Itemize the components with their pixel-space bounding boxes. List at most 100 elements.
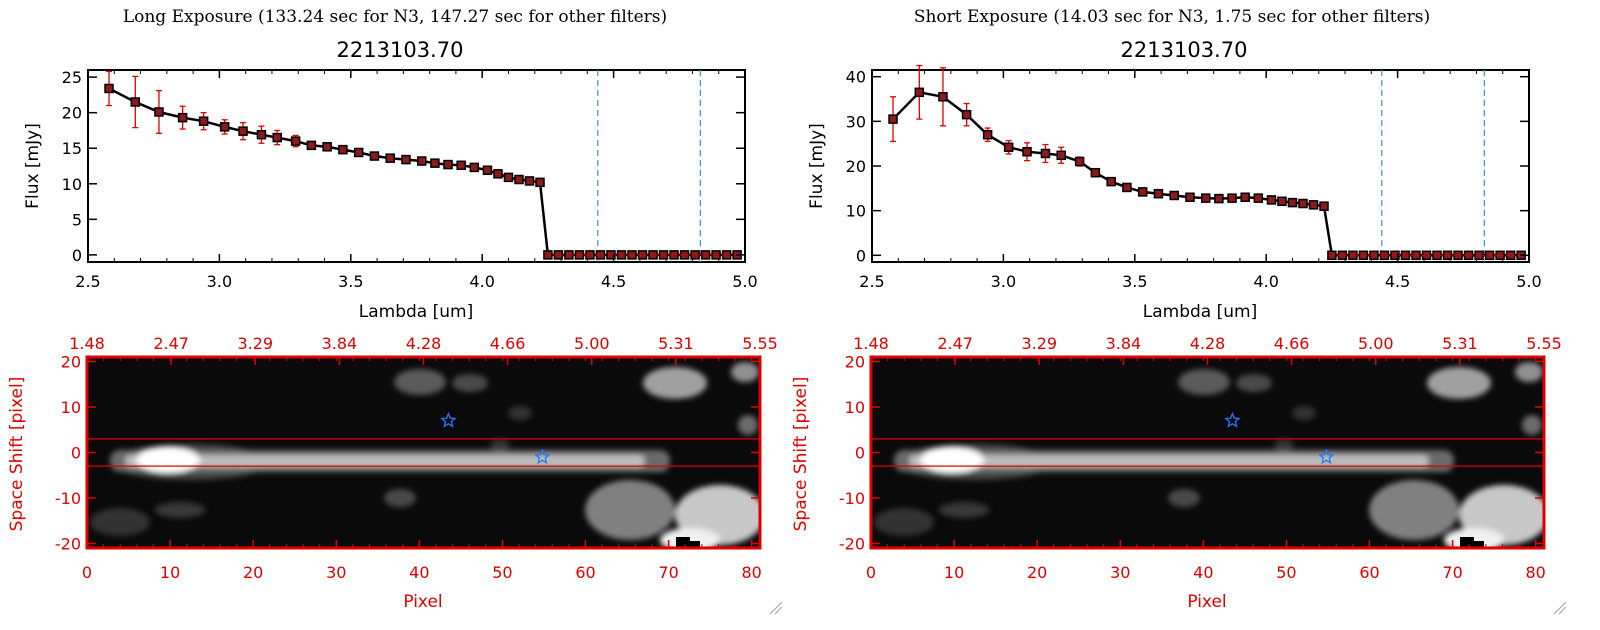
dead-pixels (1472, 541, 1484, 548)
data-point (938, 92, 948, 102)
image-blob (1369, 480, 1459, 540)
data-point (1227, 193, 1237, 203)
image-y-label: Space Shift [pixel] (791, 377, 811, 532)
y-tick-label: 10 (846, 202, 866, 221)
x-tick-label: 2.5 (859, 272, 884, 291)
data-point (430, 158, 440, 168)
slit-image: 0 10 20 30 40 50 60 70 80 -20 -10 0 10 20 1.48 2.47 3.… (7, 334, 778, 612)
data-point (961, 109, 972, 120)
x-ticks: 2.5 3.0 3.5 4.0 4.5 5.0 (859, 70, 1542, 291)
data-point (1277, 196, 1287, 207)
data-point (177, 112, 188, 123)
y-tick-label: 0 (72, 246, 82, 265)
image-x-tick-label: 20 (243, 563, 263, 582)
panel-header: Long Exposure (133.24 sec for N3, 147.27… (123, 7, 667, 27)
data-point (1319, 201, 1329, 211)
image-y-tick-label: 0 (855, 444, 865, 463)
data-point (1153, 188, 1164, 199)
source-core (136, 447, 200, 473)
image-x-tick-label: 60 (1359, 563, 1379, 582)
y-ticks: 0 10 20 30 40 (846, 68, 1529, 265)
data-point (238, 126, 248, 136)
image-blob (1515, 362, 1543, 382)
image-blob (384, 489, 416, 507)
dead-pixels (688, 541, 700, 548)
vlines (1381, 70, 1485, 262)
data-point (535, 177, 545, 188)
markers (104, 83, 745, 260)
data-point (417, 156, 427, 166)
image-blob (452, 374, 488, 392)
y-axis-label: Flux [mJy] (807, 123, 827, 209)
image-x-tick-label: 30 (1110, 563, 1130, 582)
image-top-tick-label: 2.47 (937, 334, 973, 353)
slit-image: 0 10 20 30 40 50 60 70 80 -20 -10 0 10 20 1.48 2.47 3.… (791, 334, 1562, 612)
image-y-tick-label: 20 (845, 353, 865, 372)
y-ticks: 0 5 10 15 20 25 (62, 68, 745, 265)
image-top-tick-label: 5.55 (742, 334, 778, 353)
resize-grip-icon[interactable] (769, 601, 783, 615)
image-x-label: Pixel (1187, 592, 1226, 612)
image-y-tick-label: -10 (839, 489, 865, 508)
data-point (1022, 146, 1032, 157)
image-y-tick-label: 0 (71, 444, 81, 463)
plot-frame (871, 69, 1530, 263)
image-blobs (90, 362, 760, 548)
data-point (493, 169, 503, 179)
data-point (914, 87, 925, 98)
data-point (482, 165, 493, 176)
image-top-tick-label: 4.66 (1274, 334, 1310, 353)
slit-lines (87, 438, 760, 467)
image-blob (731, 362, 759, 382)
marker-stars (440, 412, 551, 465)
image-top-tick-label: 3.29 (237, 334, 273, 353)
x-tick-label: 4.0 (1253, 272, 1278, 291)
data-point (503, 172, 514, 183)
data-point (322, 142, 332, 152)
image-x-tick-label: 40 (409, 563, 429, 582)
image-blob (643, 367, 707, 399)
data-point (469, 162, 480, 173)
image-top-tick-label: 3.29 (1021, 334, 1057, 353)
series-line (892, 90, 1522, 257)
image-top-tick-label: 5.00 (574, 334, 610, 353)
image-left-ticks: -20 -10 0 10 20 (55, 353, 760, 553)
image-blob (939, 502, 989, 518)
y-axis-label: Flux [mJy] (23, 123, 43, 209)
image-x-tick-label: 70 (1442, 563, 1462, 582)
data-point (1266, 195, 1277, 205)
image-top-tick-label: 2.47 (153, 334, 189, 353)
plot-frame (87, 69, 746, 263)
data-point (385, 153, 395, 163)
data-point (1201, 193, 1211, 203)
y-tick-label: 20 (62, 104, 82, 123)
image-blob (1427, 367, 1491, 399)
data-point (1056, 150, 1066, 161)
y-tick-label: 40 (846, 68, 866, 87)
data-point (456, 160, 466, 171)
data-point (401, 154, 411, 165)
panel-long-exposure: Long Exposure (133.24 sec for N3, 147.27… (7, 7, 778, 612)
image-x-tick-label: 20 (1027, 563, 1047, 582)
x-tick-label: 4.5 (1385, 272, 1410, 291)
data-point (272, 132, 282, 143)
image-y-tick-label: 20 (61, 353, 81, 372)
image-blob (1522, 415, 1542, 435)
x-tick-label: 4.0 (469, 272, 494, 291)
data-point (1185, 192, 1195, 203)
data-point (1298, 198, 1308, 209)
data-point (443, 159, 453, 170)
image-bottom-ticks: 0 10 20 30 40 50 60 70 80 (82, 357, 762, 582)
resize-grip-icon[interactable] (1553, 601, 1567, 615)
data-point (1040, 148, 1051, 159)
image-blob (394, 369, 446, 395)
image-x-tick-label: 80 (742, 563, 762, 582)
image-x-tick-label: 10 (944, 563, 964, 582)
x-tick-label: 2.5 (75, 272, 100, 291)
image-x-tick-label: 60 (575, 563, 595, 582)
image-blob (90, 508, 150, 536)
dead-pixels (1460, 537, 1474, 548)
image-y-label: Space Shift [pixel] (7, 377, 27, 532)
image-top-tick-label: 3.84 (322, 334, 358, 353)
